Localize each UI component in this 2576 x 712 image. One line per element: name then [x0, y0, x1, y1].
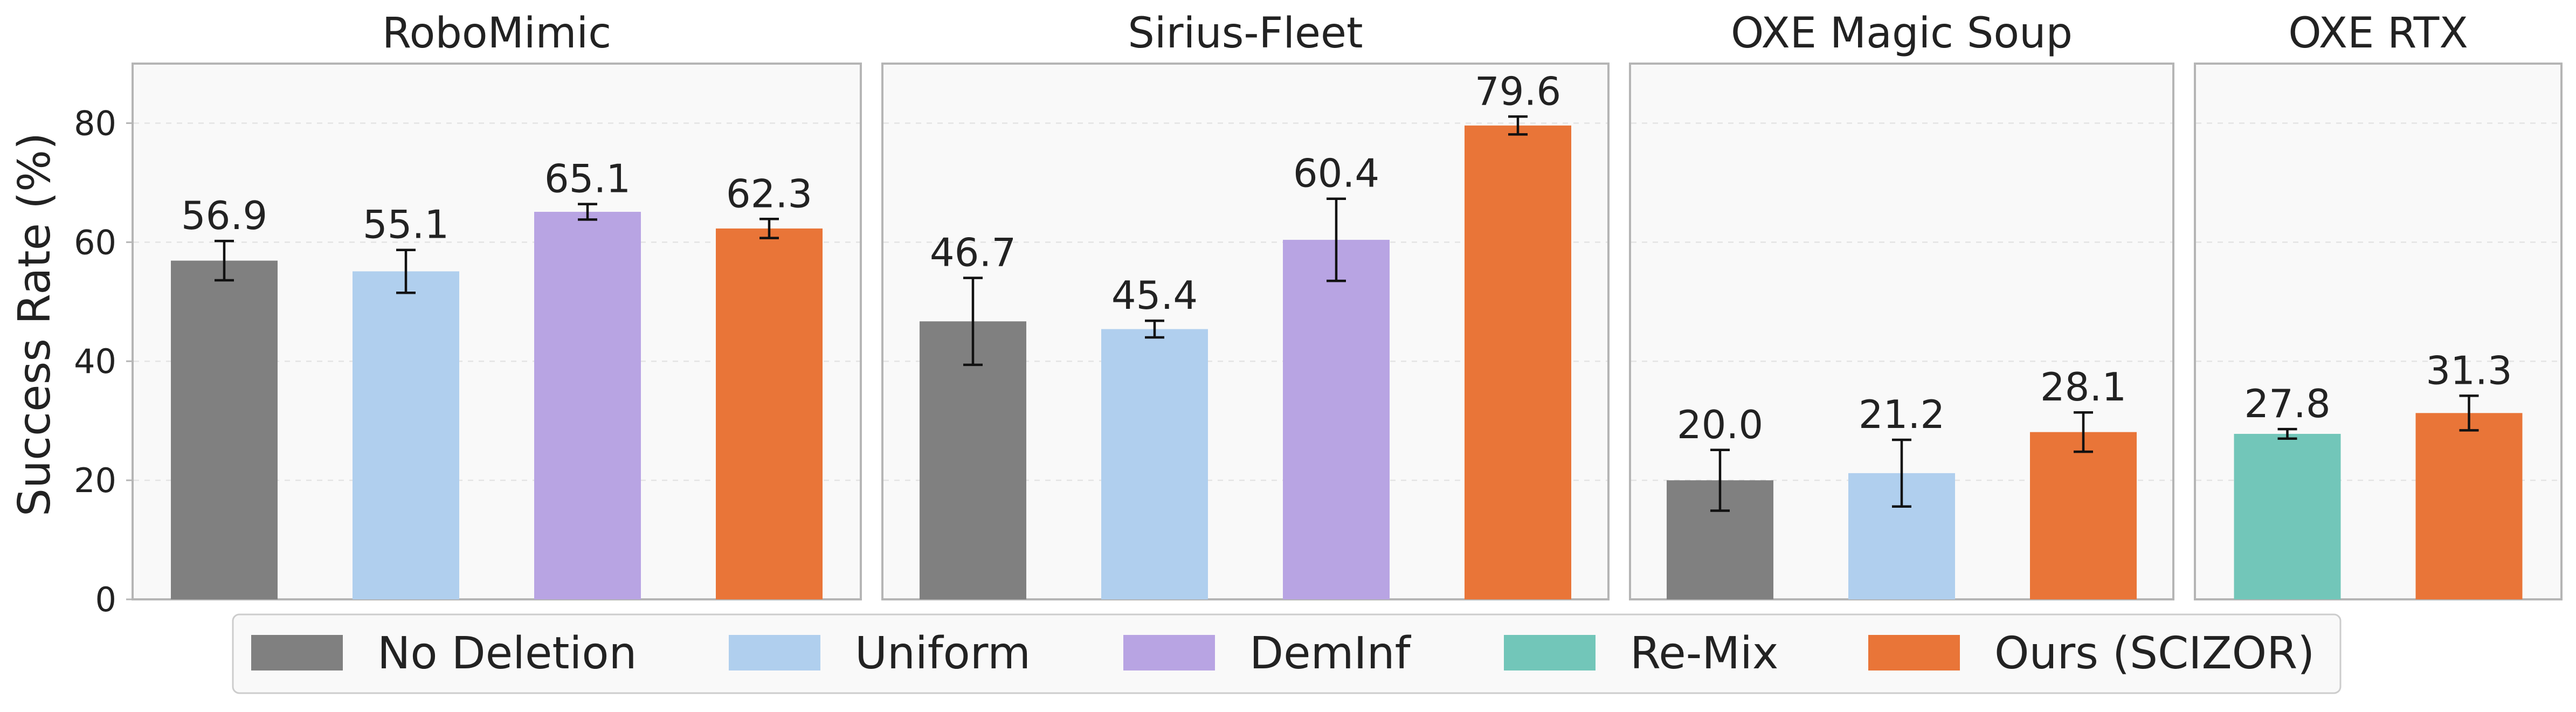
bar: [716, 228, 823, 599]
legend-swatch: [251, 635, 343, 670]
legend-label: No Deletion: [377, 628, 637, 679]
bar: [2030, 432, 2137, 599]
legend-item: Ours (SCIZOR): [1868, 628, 2315, 679]
bar: [2415, 413, 2523, 599]
legend-label: Uniform: [855, 628, 1031, 679]
panel-oxe-rtx: OXE RTX 27.8 31.3: [2194, 9, 2563, 600]
panel-title: RoboMimic: [382, 9, 611, 58]
legend-swatch: [1123, 635, 1215, 670]
chart-panels: RoboMimic 56.9 55.1 65.1 62.3 0 20 40 60 80 Sirius…: [74, 9, 2563, 619]
legend-swatch: [1868, 635, 1960, 670]
bar: [920, 321, 1026, 599]
y-tick-label: 40: [74, 342, 116, 381]
data-label: 60.4: [1293, 151, 1379, 196]
panel-sirius-fleet: Sirius-Fleet 46.7 45.4 60.4 79.6: [881, 9, 1610, 600]
bar: [171, 260, 278, 599]
legend-item: DemInf: [1123, 628, 1412, 679]
bar: [1283, 239, 1390, 600]
y-tick-label: 60: [74, 223, 116, 262]
data-label: 21.2: [1859, 392, 1945, 437]
bar: [353, 271, 459, 599]
legend-label: Re-Mix: [1630, 628, 1778, 679]
y-tick-label: 80: [74, 103, 116, 143]
panel-title: OXE RTX: [2288, 9, 2468, 58]
data-label: 65.1: [544, 156, 631, 202]
legend-frame: [232, 613, 2342, 694]
bar: [1465, 125, 1571, 599]
data-label: 27.8: [2244, 381, 2330, 426]
data-label: 45.4: [1111, 273, 1198, 318]
data-label: 56.9: [181, 193, 267, 238]
legend-item: Uniform: [729, 628, 1031, 679]
data-label: 28.1: [2040, 364, 2126, 410]
bar: [1101, 329, 1208, 599]
y-tick-label: 20: [74, 461, 116, 500]
legend-label: DemInf: [1249, 628, 1412, 679]
y-tick-label: 0: [95, 580, 116, 619]
data-label: 46.7: [930, 230, 1016, 275]
data-label: 31.3: [2426, 348, 2512, 393]
legend-swatch: [1504, 635, 1596, 670]
data-label: 62.3: [726, 171, 812, 216]
legend: No Deletion Uniform DemInf Re-Mix Ours (SCIZ…: [232, 613, 2342, 694]
panel-title: Sirius-Fleet: [1128, 9, 1363, 58]
data-label: 55.1: [363, 202, 449, 247]
panel-oxe-magic-soup: OXE Magic Soup 20.0 21.2 28.1: [1629, 9, 2174, 600]
legend-label: Ours (SCIZOR): [1994, 628, 2315, 679]
data-label: 20.0: [1677, 402, 1763, 447]
legend-item: Re-Mix: [1504, 628, 1778, 679]
legend-swatch: [729, 635, 820, 670]
panel-title: OXE Magic Soup: [1731, 9, 2073, 58]
legend-item: No Deletion: [251, 628, 637, 679]
bar: [2234, 433, 2341, 599]
data-label: 79.6: [1475, 68, 1561, 114]
y-axis-label: Success Rate (%): [9, 133, 60, 516]
panel-robomimic: RoboMimic 56.9 55.1 65.1 62.3 0 20 40 60 80: [74, 9, 862, 619]
bar: [534, 212, 641, 599]
